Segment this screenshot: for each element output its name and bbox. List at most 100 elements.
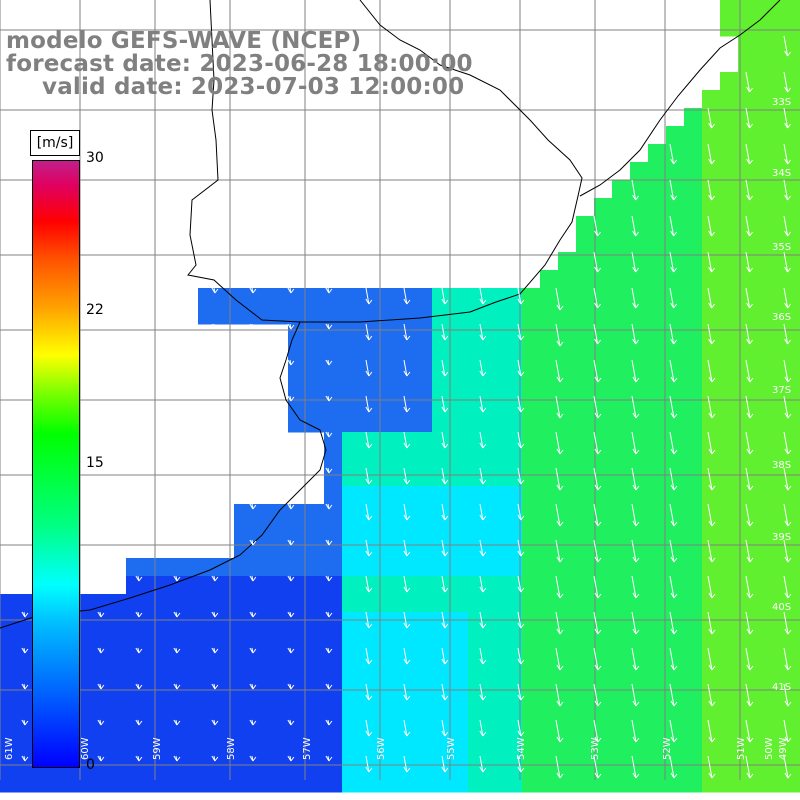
field-cell bbox=[432, 396, 451, 415]
field-cell bbox=[702, 396, 721, 415]
title-forecast-date: forecast date: 2023-06-28 18:00:00 bbox=[6, 51, 473, 77]
field-cell bbox=[504, 504, 523, 523]
field-cell bbox=[378, 378, 397, 397]
field-cell bbox=[666, 684, 685, 703]
wind-arrow bbox=[135, 611, 143, 618]
wind-arrow bbox=[479, 719, 487, 737]
field-cell bbox=[774, 450, 793, 469]
wind-arrow bbox=[365, 683, 373, 701]
field-cell bbox=[288, 306, 307, 325]
field-cell bbox=[306, 594, 325, 613]
field-cell bbox=[270, 702, 289, 721]
field-cell bbox=[306, 684, 325, 703]
wind-arrow bbox=[479, 755, 487, 773]
field-cell bbox=[738, 342, 757, 361]
field-cell bbox=[666, 774, 685, 793]
field-cell bbox=[576, 648, 595, 667]
field-cell bbox=[486, 396, 505, 415]
wind-arrow bbox=[517, 323, 525, 341]
wind-arrow bbox=[631, 359, 640, 383]
field-cell bbox=[378, 702, 397, 721]
field-cell bbox=[486, 288, 505, 307]
field-cell bbox=[774, 360, 793, 379]
wind-arrow bbox=[211, 647, 219, 654]
longitude-label: 61W bbox=[4, 737, 15, 760]
wind-arrow bbox=[631, 755, 640, 779]
field-cell bbox=[792, 450, 800, 469]
wind-arrow bbox=[593, 215, 601, 237]
longitude-label: 60W bbox=[80, 737, 91, 760]
field-cell bbox=[558, 594, 577, 613]
wind-arrow bbox=[631, 503, 640, 527]
field-cell bbox=[792, 144, 800, 163]
wind-arrow bbox=[593, 251, 601, 273]
field-cell bbox=[378, 468, 397, 487]
field-cell bbox=[0, 738, 19, 757]
field-cell bbox=[522, 522, 541, 541]
field-cell bbox=[720, 684, 739, 703]
field-cell bbox=[792, 72, 800, 91]
field-cell bbox=[648, 486, 667, 505]
field-cell bbox=[558, 576, 577, 595]
field-cell bbox=[684, 324, 703, 343]
wind-arrow bbox=[287, 755, 295, 762]
field-cell bbox=[216, 666, 235, 685]
wind-arrow bbox=[745, 611, 754, 635]
wind-arrow bbox=[249, 755, 257, 762]
field-cell bbox=[504, 774, 523, 793]
field-cell bbox=[468, 486, 487, 505]
wind-arrow bbox=[555, 467, 564, 491]
wind-arrow bbox=[403, 323, 411, 341]
field-cell bbox=[630, 198, 649, 217]
field-cell bbox=[792, 522, 800, 541]
field-cell bbox=[774, 18, 793, 37]
field-cell bbox=[270, 648, 289, 667]
field-cell bbox=[666, 144, 685, 163]
field-cell bbox=[432, 414, 451, 433]
field-cell bbox=[234, 738, 253, 757]
field-cell bbox=[720, 360, 739, 379]
field-cell bbox=[270, 540, 289, 559]
field-cell bbox=[414, 378, 433, 397]
field-cell bbox=[756, 432, 775, 451]
field-cell bbox=[702, 216, 721, 235]
wind-arrow bbox=[97, 719, 105, 726]
field-cell bbox=[468, 396, 487, 415]
wind-arrow bbox=[707, 395, 716, 419]
colorbar-tick-0: 0 bbox=[86, 757, 95, 773]
field-cell bbox=[774, 378, 793, 397]
field-cell bbox=[684, 486, 703, 505]
field-cell bbox=[198, 648, 217, 667]
wind-arrow bbox=[707, 107, 715, 129]
wind-arrow bbox=[441, 467, 449, 485]
field-cell bbox=[774, 252, 793, 271]
field-cell bbox=[792, 90, 800, 109]
field-cell bbox=[594, 486, 613, 505]
field-cell bbox=[450, 468, 469, 487]
wind-arrow bbox=[441, 539, 449, 557]
field-cell bbox=[198, 594, 217, 613]
wind-arrow bbox=[745, 71, 753, 93]
wind-arrow bbox=[745, 647, 754, 671]
field-cell bbox=[306, 324, 325, 343]
wind-arrow bbox=[249, 323, 257, 330]
field-cell bbox=[288, 414, 307, 433]
wind-arrow bbox=[135, 647, 143, 654]
wind-arrow bbox=[707, 467, 716, 491]
field-cell bbox=[450, 576, 469, 595]
wind-arrow bbox=[555, 287, 564, 311]
field-cell bbox=[306, 630, 325, 649]
field-cell bbox=[144, 612, 163, 631]
field-cell bbox=[612, 270, 631, 289]
field-cell bbox=[162, 720, 181, 739]
field-cell bbox=[468, 576, 487, 595]
field-cell bbox=[594, 666, 613, 685]
wind-arrow bbox=[593, 359, 602, 383]
field-cell bbox=[720, 702, 739, 721]
wind-arrow bbox=[745, 215, 753, 237]
field-cell bbox=[720, 108, 739, 127]
field-cell bbox=[756, 306, 775, 325]
field-cell bbox=[162, 648, 181, 667]
field-cell bbox=[738, 414, 757, 433]
field-cell bbox=[540, 612, 559, 631]
